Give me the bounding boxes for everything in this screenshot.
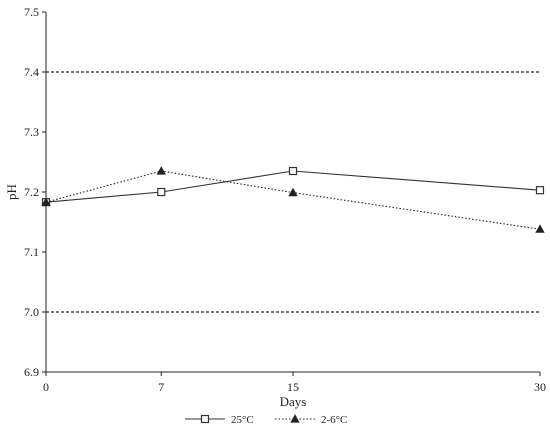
series-1 — [41, 166, 545, 207]
data-point — [41, 197, 51, 206]
x-tick-labels: 0 7 15 30 — [43, 372, 546, 394]
x-tick-label: 15 — [287, 380, 299, 394]
x-tick-label: 0 — [43, 380, 49, 394]
y-tick-label: 7.0 — [24, 305, 39, 319]
legend: 25°C 2-6°C — [185, 414, 347, 426]
legend-swatch-marker — [200, 414, 210, 424]
y-tick-label: 6.9 — [24, 365, 39, 379]
data-point — [157, 187, 166, 197]
y-tick-label: 7.3 — [24, 125, 39, 139]
y-tick-label: 7.2 — [24, 185, 39, 199]
y-axis-title: pH — [4, 184, 19, 200]
series-2 — [41, 166, 545, 233]
x-tick-label: 30 — [534, 380, 546, 394]
y-tick-labels: 6.9 7.0 7.1 7.2 7.3 7.4 7.5 — [24, 5, 46, 379]
x-tick-label: 7 — [158, 380, 164, 394]
series-line — [45, 170, 541, 203]
data-point — [288, 166, 298, 176]
plot-area: 6.9 7.0 7.1 7.2 7.3 7.4 7.5 0 7 15 30 — [24, 5, 546, 394]
reference-lines — [46, 71, 540, 313]
series-line — [45, 170, 541, 230]
legend-label: 2-6°C — [321, 414, 347, 426]
y-tick-label: 7.1 — [24, 245, 39, 259]
x-axis-title: Days — [280, 394, 307, 409]
data-point — [288, 187, 298, 197]
data-point — [535, 186, 545, 195]
data-point — [535, 224, 545, 233]
series-layer — [41, 166, 545, 233]
legend-label: 25°C — [231, 414, 254, 426]
legend-item-2: 2-6°C — [275, 414, 347, 426]
legend-item-1: 25°C — [185, 414, 254, 426]
y-tick-label: 7.4 — [24, 65, 39, 79]
y-tick-label: 7.5 — [24, 5, 39, 19]
data-point — [156, 166, 166, 175]
legend-swatch-marker — [290, 414, 300, 423]
